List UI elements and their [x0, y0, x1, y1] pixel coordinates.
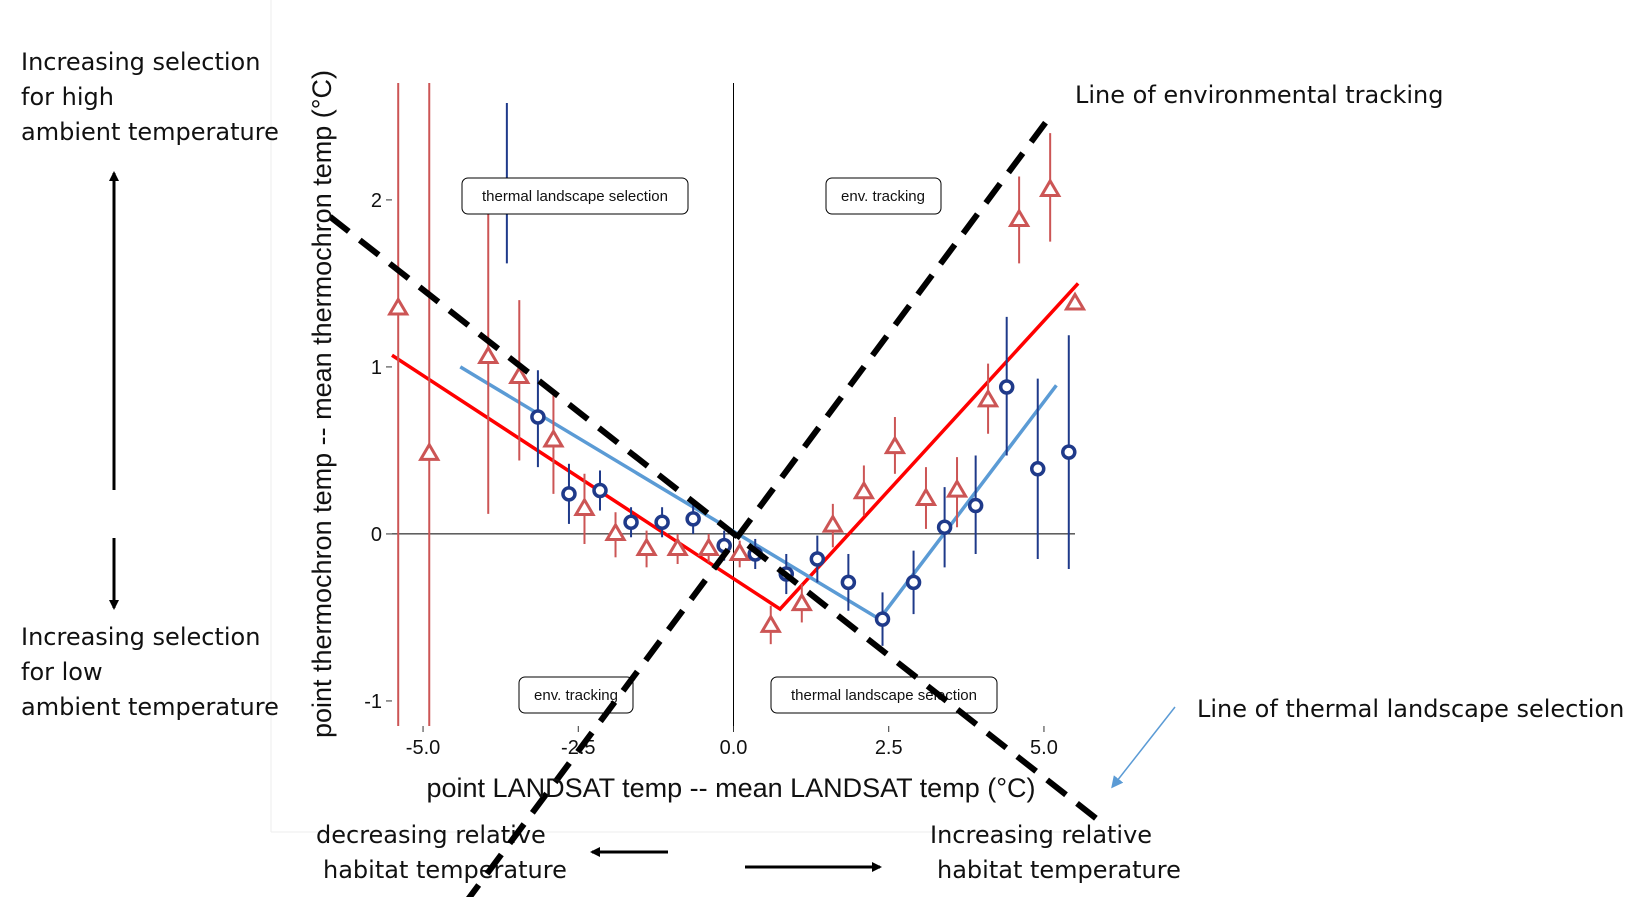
triangle-point [852, 480, 876, 500]
fit-lines [391, 282, 1080, 622]
red-fit-line [391, 282, 1080, 612]
triangle-point [604, 521, 627, 542]
circle-point [809, 551, 826, 567]
left-bottom-annotation-line3: ambient temperature [21, 693, 279, 721]
triangle-point [1038, 177, 1062, 197]
triangle-point [542, 428, 565, 448]
triangle-point [573, 496, 596, 516]
blue-pointer-arrow [1111, 706, 1176, 789]
triangle-point [1063, 291, 1087, 311]
region-label-top-right-text: env. tracking [841, 188, 925, 205]
triangle-point [759, 613, 782, 633]
y-axis-label: point thermochron temp -- mean thermochr… [307, 70, 337, 738]
env-tracking-line [466, 114, 1053, 897]
triangle-point [914, 486, 938, 506]
bottom-right-annotation-line2: habitat temperature [937, 856, 1181, 884]
region-label-bottom-left: env. tracking [518, 676, 634, 714]
bottom-left-annotation-line1: decreasing relative [316, 821, 546, 849]
circle-point [654, 514, 670, 530]
triangle-point [666, 537, 689, 557]
y-tick-label: 1 [371, 357, 382, 379]
y-tick-label: 2 [371, 190, 382, 212]
triangle-point [418, 441, 441, 461]
circle-point [623, 514, 639, 530]
circle-point [998, 379, 1015, 395]
triangle-point [790, 592, 813, 612]
left-top-annotation-line2: for high [21, 83, 114, 111]
circle-point [530, 409, 546, 425]
x-tick-label: -5.0 [406, 737, 440, 759]
x-tick-label: 2.5 [875, 737, 903, 759]
triangle-point [477, 344, 500, 364]
reference-lines [328, 114, 1108, 897]
circle-point [561, 486, 577, 502]
circle-point [685, 511, 701, 527]
x-tick-label: 0.0 [720, 737, 748, 759]
region-label-top-right: env. tracking [825, 177, 942, 215]
env-tracking-line-annotation: Line of environmental tracking [1075, 81, 1443, 109]
region-label-bottom-left-text: env. tracking [534, 687, 618, 704]
triangle-point [945, 478, 969, 498]
triangle-point [883, 435, 907, 455]
circle-point [967, 497, 984, 514]
region-label-bottom-right: thermal landscape selection [770, 676, 998, 714]
region-label-top-left-text: thermal landscape selection [482, 188, 668, 205]
circle-point [936, 519, 953, 536]
triangle-point [508, 364, 531, 385]
left-top-annotation-line1: Increasing selection [21, 48, 260, 76]
triangle-point [821, 513, 845, 533]
triangle-point [1007, 207, 1031, 228]
circle-point [1061, 444, 1077, 460]
triangle-point [697, 537, 720, 557]
y-tick-label: 0 [371, 524, 382, 546]
circle-point [1029, 461, 1046, 477]
thermal-selection-line [328, 214, 1108, 829]
circle-point [905, 574, 922, 591]
y-tick-label: -1 [364, 691, 382, 713]
left-bottom-annotation-line2: for low [21, 658, 103, 686]
bottom-left-annotation-line2: habitat temperature [323, 856, 567, 884]
circle-point [874, 611, 891, 627]
circle-point [592, 482, 608, 499]
left-top-annotation-line3: ambient temperature [21, 118, 279, 146]
left-bottom-annotation-line1: Increasing selection [21, 623, 260, 651]
bottom-right-annotation-line1: Increasing relative [930, 821, 1152, 849]
thermal-selection-line-annotation: Line of thermal landscape selection [1197, 695, 1624, 723]
triangle-point [728, 542, 751, 562]
x-tick-label: 5.0 [1030, 737, 1058, 759]
region-label-top-left: thermal landscape selection [461, 177, 689, 215]
region-label-bottom-right-text: thermal landscape selection [791, 687, 977, 704]
triangle-point [635, 537, 658, 557]
x-axis-label: point LANDSAT temp -- mean LANDSAT temp … [427, 773, 1036, 803]
circle-point [840, 574, 857, 591]
triangle-point [387, 296, 410, 316]
triangle-point [976, 388, 1000, 408]
data-points [387, 177, 1087, 633]
